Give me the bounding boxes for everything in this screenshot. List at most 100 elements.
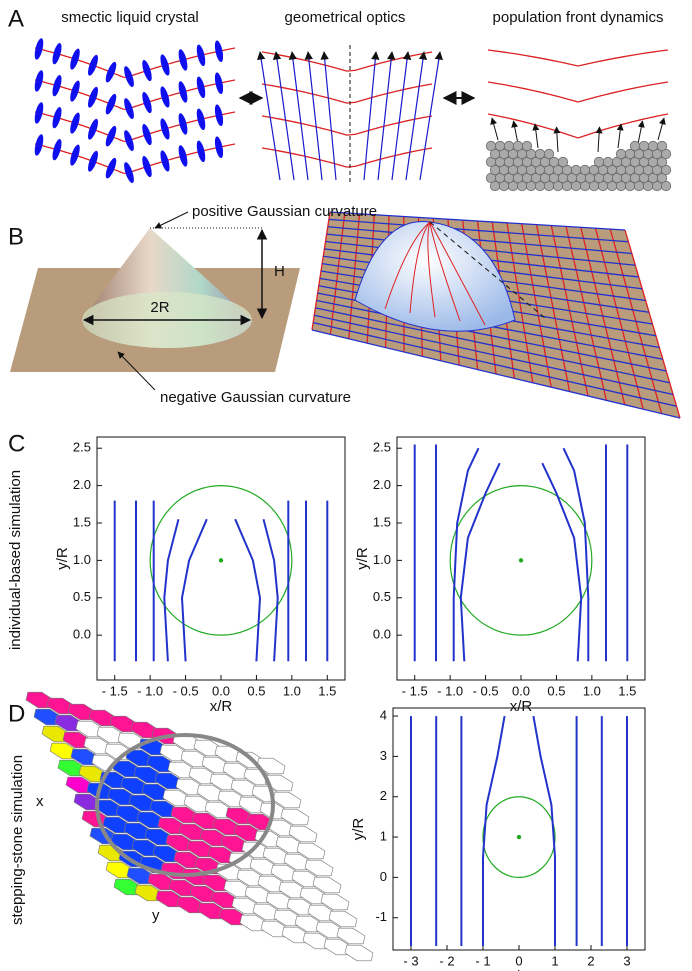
molecule <box>196 44 206 67</box>
trajectory <box>452 447 480 662</box>
ray <box>257 51 281 181</box>
molecule <box>196 140 206 163</box>
circle-center <box>218 558 224 563</box>
hex-cell <box>320 893 350 911</box>
molecule <box>178 49 188 71</box>
x-tick-label: 1.0 <box>283 683 301 698</box>
growth-arrow <box>490 117 499 141</box>
x-axis-label: x/R <box>508 968 531 971</box>
molecule <box>196 108 206 131</box>
molecule <box>52 75 62 97</box>
cell <box>543 148 555 160</box>
x-tick-label: 1.5 <box>318 683 336 698</box>
ray <box>391 51 412 181</box>
panel-label: B <box>8 223 24 250</box>
x-tick-label: 1.5 <box>618 683 636 698</box>
growth-arrow <box>532 123 540 149</box>
x-tick-label: 0.0 <box>212 683 230 698</box>
panel-title: smectic liquid crystal <box>61 9 199 26</box>
trajectory <box>562 447 590 662</box>
ray <box>320 51 337 181</box>
molecule <box>70 80 80 102</box>
y-tick-label: 4 <box>380 708 387 723</box>
molecule <box>178 145 188 167</box>
molecule <box>160 86 170 108</box>
panel-label: D <box>8 700 25 727</box>
cell <box>638 140 650 152</box>
molecule <box>160 150 170 172</box>
mesh-blue <box>316 299 667 372</box>
cell <box>656 156 668 168</box>
hex-cell <box>312 876 342 894</box>
panel-label: C <box>8 430 25 457</box>
hex-cell <box>328 910 358 928</box>
molecule <box>124 162 134 184</box>
cell <box>660 164 672 176</box>
hex-cell <box>336 927 366 945</box>
dome-line <box>384 221 431 310</box>
wavefront <box>261 83 433 104</box>
molecule <box>142 124 152 146</box>
cell <box>494 140 506 152</box>
cell <box>503 140 515 152</box>
molecule <box>142 60 152 82</box>
x-axis-label: x/R <box>510 698 533 715</box>
pointer <box>117 351 156 391</box>
y-tick-label: 2.5 <box>373 440 391 455</box>
molecule <box>214 40 224 63</box>
cell <box>512 140 524 152</box>
x-tick-label: - 2 <box>439 953 454 968</box>
y-tick-label: 1 <box>380 829 387 844</box>
molecule <box>34 38 44 60</box>
x-tick-label: 1.0 <box>583 683 601 698</box>
ray <box>272 51 295 181</box>
x-axis-label: x/R <box>210 698 233 715</box>
plot-frame <box>392 707 646 951</box>
x-tick-label: 2 <box>587 953 594 968</box>
x-tick-label: 1 <box>551 953 558 968</box>
hex-cell <box>344 944 374 962</box>
y-tick-label: 0.5 <box>73 589 91 604</box>
y-tick-label: 2.0 <box>373 477 391 492</box>
trajectory <box>163 518 180 662</box>
molecule <box>142 156 152 178</box>
x-tick-label: - 1.5 <box>402 683 428 698</box>
y-tick-label: 2.5 <box>73 440 91 455</box>
y-axis-label: y/R <box>354 547 371 570</box>
illustrations <box>10 38 681 962</box>
molecule <box>124 98 134 120</box>
panel-label: A <box>8 5 24 32</box>
dome-line <box>429 221 461 322</box>
dome-line <box>409 221 431 314</box>
cell <box>660 148 672 160</box>
mesh-blue <box>312 321 677 407</box>
molecule <box>105 61 117 83</box>
ray <box>377 51 396 181</box>
circle <box>482 796 556 879</box>
growth-arrow <box>657 117 666 141</box>
y-axis-label: y/R <box>350 818 367 841</box>
trajectory <box>459 462 501 662</box>
cell <box>485 140 497 152</box>
trajectory <box>234 518 262 662</box>
cell <box>656 140 668 152</box>
x-tick-label: 0.0 <box>512 683 530 698</box>
mesh-blue <box>329 211 626 231</box>
cell <box>557 156 569 168</box>
x-tick-label: 0.5 <box>247 683 265 698</box>
mesh-blue <box>311 329 681 419</box>
y-tick-label: 0 <box>380 869 387 884</box>
molecule <box>214 72 224 95</box>
circle-center <box>518 558 524 563</box>
dome <box>354 220 516 332</box>
molecule <box>160 54 170 76</box>
cell <box>656 172 668 184</box>
mesh-blue <box>327 226 632 255</box>
panel-title: population front dynamics <box>493 9 664 26</box>
ray <box>304 51 323 181</box>
x-tick-label: 3 <box>623 953 630 968</box>
molecule <box>52 107 62 129</box>
x-tick-label: 0.5 <box>547 683 565 698</box>
axis-letter: y <box>152 907 160 924</box>
molecule <box>70 112 80 134</box>
